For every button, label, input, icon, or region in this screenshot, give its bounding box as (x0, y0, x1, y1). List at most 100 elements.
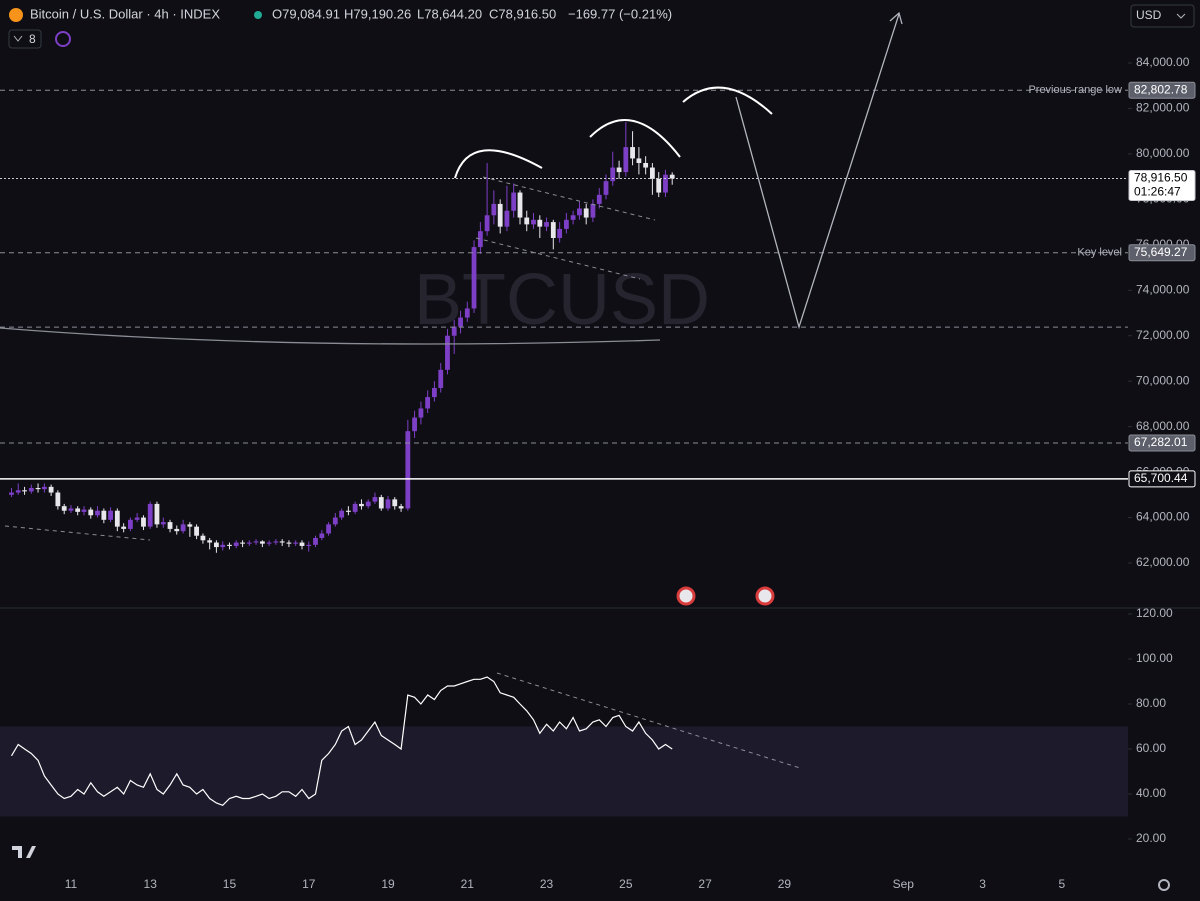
candle-body (352, 503, 358, 512)
x-tick-label: 11 (65, 877, 78, 891)
price-label: 78,916.50 (1134, 171, 1188, 185)
candle-body (332, 517, 338, 525)
candle-body (590, 203, 596, 218)
price-label-box (1128, 170, 1196, 202)
candle-body (497, 203, 503, 227)
y-tick-label: 100.00 (1136, 651, 1173, 665)
candle-body (550, 222, 556, 238)
candle-body (9, 492, 14, 495)
candle-body (471, 247, 477, 309)
candle-body (345, 510, 351, 512)
logo (12, 846, 36, 858)
candle-body (438, 369, 444, 388)
candle-body (610, 167, 616, 182)
candle-body (41, 486, 47, 490)
plot: 11 13 15 17 19 21 23 25 27 29 Sep 3 5 Previous range … (0, 81, 1196, 891)
candle-body (55, 492, 61, 507)
settings-icon[interactable] (1158, 879, 1170, 891)
ohlc-high: H79,190.26 (344, 6, 411, 21)
candle-body (544, 222, 549, 227)
trend-line (4, 176, 801, 769)
candle-body (504, 210, 510, 227)
y-tick-label: 70,000.00 (1136, 373, 1190, 387)
event-flag[interactable] (676, 586, 696, 606)
indicators-toggle[interactable] (8, 29, 42, 49)
candle-body (643, 163, 649, 168)
change: −169.77 (−0.21%) (568, 6, 672, 21)
candle-body (15, 490, 21, 493)
candle-body (656, 178, 662, 193)
x-tick-label: 21 (461, 877, 475, 891)
candle-body (28, 488, 34, 492)
candle-body (603, 181, 609, 195)
candle-body (246, 542, 252, 544)
candle-body (81, 509, 87, 512)
x-tick-label: 27 (698, 877, 712, 891)
candle-body (22, 490, 27, 492)
ohlc-low: L78,644.20 (417, 6, 482, 21)
drawn-arc (454, 149, 543, 179)
candle-body (299, 542, 305, 546)
candle-body (484, 215, 490, 232)
rsi-band (0, 726, 1128, 817)
rsi-line (10, 676, 673, 806)
candle-body (35, 488, 41, 490)
y-tick-label: 72,000.00 (1136, 328, 1190, 342)
header: Bitcoin / U.S. Dollar · 4h · INDEX O79,0… (8, 4, 1195, 49)
candle-body (537, 219, 543, 227)
candle-body (636, 158, 642, 163)
x-tick-label: 19 (381, 877, 395, 891)
candle-body (398, 506, 404, 509)
watermark: BTCUSD (414, 260, 710, 340)
candle-body (273, 541, 279, 543)
y-tick-label: 80.00 (1136, 696, 1166, 710)
candle-body (385, 499, 391, 509)
candle-body (68, 508, 74, 511)
candle-body (227, 544, 232, 546)
candle-body (365, 501, 371, 507)
candle-body (134, 517, 140, 520)
btc-icon (9, 8, 23, 22)
y-tick-label: 82,000.00 (1136, 101, 1190, 115)
candle-body (649, 167, 655, 179)
candle-body (577, 208, 582, 216)
x-tick-label: 23 (540, 877, 554, 891)
status-dot (254, 11, 262, 19)
currency: USD (1136, 8, 1162, 22)
projection-arrow (735, 11, 903, 330)
candle-body (563, 219, 569, 229)
chevron (1176, 13, 1186, 19)
candle-body (200, 535, 206, 541)
price-label: 75,649.27 (1134, 245, 1188, 259)
annotations (0, 11, 903, 769)
candle-body (570, 215, 576, 220)
candle-body (531, 219, 536, 225)
price-label: 65,700.44 (1134, 471, 1188, 485)
y-tick-label: 120.00 (1136, 606, 1173, 620)
sync-icon[interactable] (55, 31, 71, 47)
y-tick-label: 40.00 (1136, 786, 1166, 800)
candle-body (214, 542, 219, 548)
indicators-count: 8 (29, 32, 36, 46)
candle-body (167, 522, 173, 529)
candle-body (95, 510, 100, 516)
candle-body (220, 544, 226, 548)
event-flag[interactable] (755, 586, 775, 606)
price-label-box (1128, 81, 1196, 99)
price-label-box (1128, 470, 1196, 488)
candle-body (141, 517, 146, 527)
x-tick-label: 17 (302, 877, 316, 891)
candle-body (326, 524, 331, 534)
candle-body (359, 503, 364, 507)
candle-body (491, 203, 497, 216)
candle-body (517, 192, 523, 218)
candle-body (240, 542, 245, 544)
curve-line (0, 327, 661, 345)
candle-body (88, 509, 94, 516)
candle-body (286, 542, 292, 544)
candle-body (477, 231, 483, 248)
candle-body (253, 541, 259, 543)
currency-select[interactable] (1130, 4, 1195, 28)
